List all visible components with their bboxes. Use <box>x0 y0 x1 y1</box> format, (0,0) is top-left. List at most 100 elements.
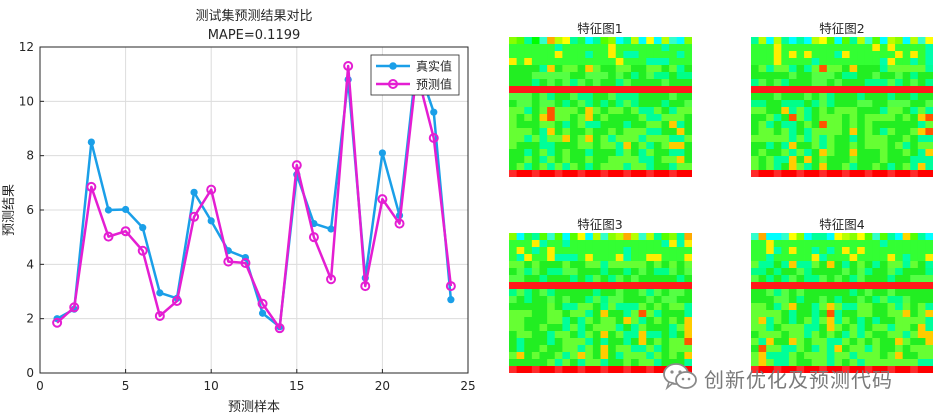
heatmap-cell <box>600 100 609 108</box>
heatmap-cell <box>570 128 579 136</box>
heatmap-cell <box>766 240 775 248</box>
heatmap-cell <box>516 303 525 311</box>
heatmap-cell <box>615 107 624 115</box>
heatmap-cell <box>608 247 617 255</box>
heatmap-cell <box>524 240 533 248</box>
heatmap-cell <box>509 100 518 108</box>
heatmap-cell <box>857 366 866 373</box>
heatmap-cell <box>623 310 632 318</box>
heatmap-cell <box>608 338 617 346</box>
heatmap-cell <box>766 366 775 373</box>
heatmap-cell <box>653 275 662 283</box>
heatmap-cell <box>872 338 881 346</box>
heatmap-cell <box>902 79 911 87</box>
heatmap-cell <box>524 268 533 276</box>
heatmap-cell <box>819 93 828 101</box>
heatmap-cell <box>608 44 617 52</box>
heatmap-cell <box>684 282 692 290</box>
heatmap-cell <box>811 296 820 304</box>
heatmap-cell <box>669 317 678 325</box>
heatmap-cell <box>516 79 525 87</box>
heatmap-cell <box>834 331 843 339</box>
heatmap-cell <box>554 247 563 255</box>
heatmap-cell <box>879 240 888 248</box>
heatmap-cell <box>547 114 556 122</box>
heatmap-cell <box>592 44 601 52</box>
heatmap-cell <box>547 128 556 136</box>
heatmap-cell <box>638 303 647 311</box>
heatmap-cell <box>872 142 881 150</box>
heatmap-cell <box>872 72 881 80</box>
heatmap-cell <box>653 128 662 136</box>
heatmap-cell <box>638 310 647 318</box>
heatmap-cell <box>600 310 609 318</box>
heatmap-cell <box>539 128 548 136</box>
heatmap-cell <box>804 37 813 45</box>
heatmap-cell <box>669 345 678 353</box>
heatmap-cell <box>615 121 624 129</box>
heatmap-cell <box>653 65 662 73</box>
heatmap-cell <box>842 79 850 87</box>
heatmap-cell <box>539 163 548 171</box>
heatmap-cell <box>872 233 881 241</box>
heatmap-cell <box>554 331 563 339</box>
heatmap-cell <box>826 261 835 269</box>
heatmap-cell <box>547 275 556 283</box>
heatmap-cell <box>751 317 759 325</box>
heatmap-cell <box>524 37 533 45</box>
heatmap-cell <box>524 261 533 269</box>
heatmap-cell <box>902 310 911 318</box>
heatmap-cell <box>592 86 601 94</box>
heatmap-cell <box>758 149 767 157</box>
heatmap-cell <box>773 268 782 276</box>
heatmap-cell <box>804 170 813 177</box>
heatmap-cell <box>570 163 579 171</box>
heatmap-cell <box>895 51 904 59</box>
heatmap-cell <box>509 296 518 304</box>
heatmap-cell <box>917 261 926 269</box>
heatmap-cell <box>623 359 632 367</box>
heatmap-cell <box>684 121 692 129</box>
heatmap-cell <box>676 359 685 367</box>
heatmap-cell <box>811 156 820 164</box>
heatmap-cell <box>623 51 632 59</box>
heatmap-cell <box>902 352 911 360</box>
data-point <box>86 181 97 192</box>
heatmap-cell <box>766 163 775 171</box>
heatmap-cell <box>531 268 540 276</box>
heatmap-cell <box>773 170 782 177</box>
heatmap-cell <box>773 72 782 80</box>
heatmap-cell <box>615 331 624 339</box>
heatmap-cell <box>811 72 820 80</box>
heatmap-cell <box>646 149 655 157</box>
heatmap-cell <box>819 275 828 283</box>
y-axis-label: 预测结果 <box>2 184 17 236</box>
heatmap-cell <box>661 317 670 325</box>
heatmap-cell <box>804 72 813 80</box>
heatmap-cell <box>917 324 926 332</box>
heatmap-cell <box>758 310 767 318</box>
heatmap-cell <box>887 254 896 262</box>
heatmap-cell <box>872 100 881 108</box>
heatmap-cell <box>577 79 586 87</box>
heatmap-cell <box>669 156 678 164</box>
heatmap-cell <box>638 65 647 73</box>
heatmap-cell <box>509 163 518 171</box>
heatmap-cell <box>834 142 843 150</box>
heatmap-cell <box>509 51 518 59</box>
data-point <box>87 138 95 146</box>
heatmap-cell <box>577 142 586 150</box>
heatmap-cell <box>910 142 919 150</box>
heatmap-cell <box>751 247 759 255</box>
heatmap-cell <box>509 114 518 122</box>
heatmap-cell <box>600 268 609 276</box>
heatmap-cell <box>562 331 571 339</box>
heatmap-cell <box>758 240 767 248</box>
heatmap-cell <box>570 303 579 311</box>
heatmap-cell <box>661 107 670 115</box>
heatmap-cell <box>834 163 843 171</box>
x-axis-label: 预测样本 <box>228 400 280 415</box>
heatmap-cell <box>638 93 647 101</box>
heatmap-cell <box>669 37 678 45</box>
heatmap-cell <box>653 317 662 325</box>
